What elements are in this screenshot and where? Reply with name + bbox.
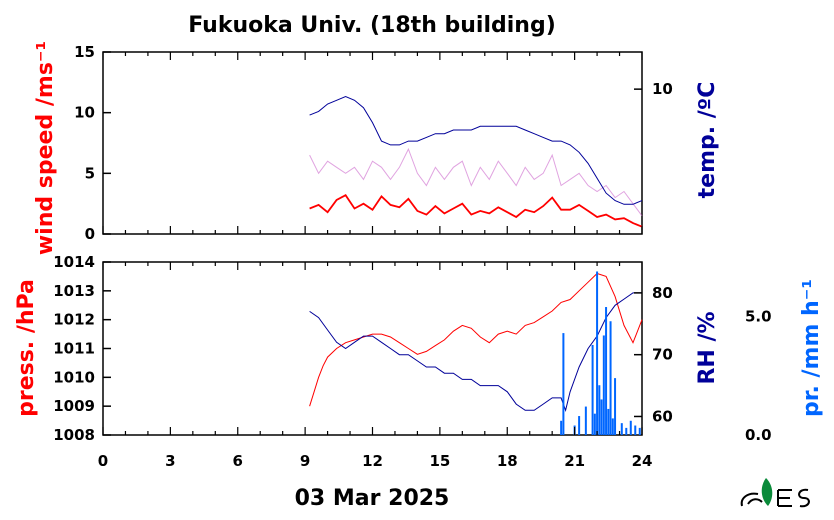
- left-tick-label: 1014: [53, 253, 95, 271]
- bottom-ticks-group: 1008 1009 1010 1011 1012 1013 1014 60 70 80 0.0 5.0: [53, 253, 771, 444]
- temp-axis-label: temp. /ºC: [695, 82, 720, 199]
- rain-bar: [609, 321, 612, 435]
- right-tick-label: 70: [652, 346, 673, 364]
- bottom-series-group: [309, 271, 643, 435]
- x-tick-label: 12: [362, 452, 383, 470]
- x-tick-label: 21: [564, 452, 585, 470]
- rain-bar: [638, 427, 641, 435]
- date-label: 03 Mar 2025: [295, 486, 450, 511]
- logo: [740, 478, 810, 508]
- rain-bar: [578, 416, 581, 435]
- press-axis-label: press. /hPa: [14, 279, 39, 417]
- rain-bar: [611, 418, 614, 435]
- wind_gust-series-line: [309, 147, 643, 217]
- left-tick-label: 10: [74, 104, 95, 122]
- rain-bar: [620, 423, 623, 435]
- left-tick-label: 1013: [53, 282, 95, 300]
- press-series-line: [309, 272, 643, 407]
- chart-title: Fukuoka Univ. (18th building): [188, 13, 556, 38]
- rain-tick-label: 0.0: [745, 426, 772, 444]
- rain-bar: [602, 335, 605, 435]
- rain-bar: [629, 420, 632, 435]
- x-tick-label: 24: [632, 452, 653, 470]
- rain-bar: [591, 344, 594, 435]
- rain-bar: [593, 413, 596, 435]
- bottom-panel: 1008 1009 1010 1011 1012 1013 1014 60 70 80 0.0 5.0…: [14, 253, 824, 444]
- top-panel: 0 5 10 15 10 wind speed /ms⁻¹ temp. /ºC: [33, 41, 720, 255]
- rain-bar: [625, 427, 628, 435]
- wind-axis-label: wind speed /ms⁻¹: [33, 41, 58, 255]
- rain-tick-label: 5.0: [745, 308, 772, 326]
- left-tick-label: 1012: [53, 311, 95, 329]
- rain-bar: [560, 420, 563, 435]
- right-tick-label: 10: [652, 80, 673, 98]
- rh-series-line: [309, 292, 642, 413]
- rh-axis-label: RH /%: [695, 311, 720, 384]
- rain-bar: [634, 425, 637, 435]
- rain-bar: [607, 408, 610, 435]
- rain-bar: [614, 378, 617, 435]
- left-tick-label: 1009: [53, 397, 95, 415]
- x-axis-ticks: 0 3 6 9 12 15 18 21 24: [98, 452, 653, 470]
- x-tick-label: 15: [429, 452, 450, 470]
- x-tick-label: 6: [233, 452, 243, 470]
- rain-axis-label: pr. /mm h⁻¹: [799, 279, 824, 417]
- top-series-group: [309, 96, 643, 228]
- left-tick-label: 15: [74, 43, 95, 61]
- right-tick-label: 80: [652, 284, 673, 302]
- left-tick-label: 1011: [53, 340, 95, 358]
- rain-bar: [562, 333, 565, 435]
- bottom-panel-frame: [102, 261, 643, 436]
- rain-bar: [605, 307, 608, 435]
- left-tick-label: 1008: [53, 426, 95, 444]
- right-tick-label: 60: [652, 407, 673, 425]
- left-tick-label: 0: [85, 225, 95, 243]
- x-tick-label: 0: [98, 452, 108, 470]
- rain-bar: [596, 271, 599, 435]
- x-tick-label: 18: [497, 452, 518, 470]
- rain-bar: [600, 399, 603, 435]
- temp-series-line: [309, 96, 643, 205]
- rain-bar: [598, 385, 601, 435]
- wind-series-line: [309, 194, 643, 228]
- left-tick-label: 5: [85, 164, 95, 182]
- x-tick-label: 3: [165, 452, 175, 470]
- left-tick-label: 1010: [53, 368, 95, 386]
- rain-bar: [584, 406, 587, 435]
- top-ticks-group: 0 5 10 15 10: [74, 43, 673, 243]
- x-tick-label: 9: [300, 452, 310, 470]
- top-panel-frame: [102, 51, 643, 235]
